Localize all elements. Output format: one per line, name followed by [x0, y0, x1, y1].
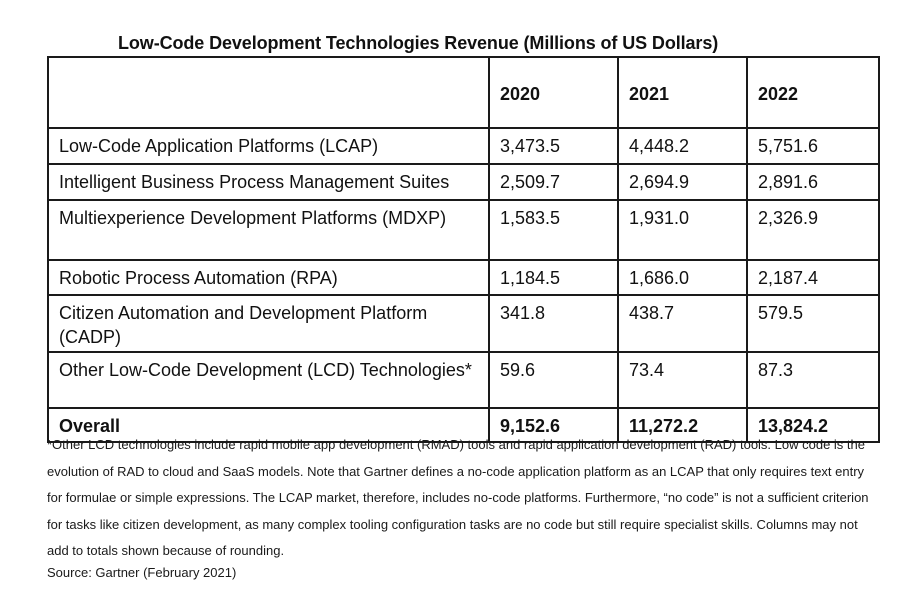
footnote: *Other LCD technologies include rapid mo…: [47, 437, 869, 558]
value-cell-2020: 1,184.5: [488, 259, 619, 296]
total-label: Overall: [47, 407, 490, 443]
value-cell-2020: 3,473.5: [488, 127, 619, 165]
value-cell-2022: 2,326.9: [746, 199, 880, 261]
value-cell-2021: 1,686.0: [617, 259, 748, 296]
table-header-row: 2020 2021 2022: [47, 56, 880, 129]
header-cell-2022: 2022: [746, 56, 880, 129]
value-cell-2020: 2,509.7: [488, 163, 619, 201]
value-cell-2021: 2,694.9: [617, 163, 748, 201]
source-note: Source: Gartner (February 2021): [47, 565, 237, 580]
row-label: Other Low-Code Development (LCD) Technol…: [47, 351, 490, 409]
table-row-other-lcd: Other Low-Code Development (LCD) Technol…: [47, 351, 880, 409]
value-cell-2021: 4,448.2: [617, 127, 748, 165]
total-cell-2022: 13,824.2: [746, 407, 880, 443]
value-cell-2022: 2,891.6: [746, 163, 880, 201]
total-cell-2020: 9,152.6: [488, 407, 619, 443]
value-cell-2021: 73.4: [617, 351, 748, 409]
value-cell-2022: 5,751.6: [746, 127, 880, 165]
value-cell-2020: 1,583.5: [488, 199, 619, 261]
value-cell-2022: 2,187.4: [746, 259, 880, 296]
table-title: Low-Code Development Technologies Revenu…: [118, 33, 719, 53]
value-cell-2020: 59.6: [488, 351, 619, 409]
table-row-cadp: Citizen Automation and Development Platf…: [47, 294, 880, 353]
total-cell-2021: 11,272.2: [617, 407, 748, 443]
table-row-lcap: Low-Code Application Platforms (LCAP) 3,…: [47, 127, 880, 165]
row-label: Citizen Automation and Development Platf…: [47, 294, 490, 353]
table-row-overall: Overall 9,152.6 11,272.2 13,824.2: [47, 407, 880, 443]
value-cell-2021: 1,931.0: [617, 199, 748, 261]
table-row-ibpms: Intelligent Business Process Management …: [47, 163, 880, 201]
revenue-table: 2020 2021 2022 Low-Code Application Plat…: [47, 56, 880, 443]
row-label: Multiexperience Development Platforms (M…: [47, 199, 490, 261]
header-cell-empty: [47, 56, 490, 129]
header-cell-2020: 2020: [488, 56, 619, 129]
value-cell-2022: 579.5: [746, 294, 880, 353]
table-row-mdxp: Multiexperience Development Platforms (M…: [47, 199, 880, 261]
header-cell-2021: 2021: [617, 56, 748, 129]
row-label: Intelligent Business Process Management …: [47, 163, 490, 201]
value-cell-2020: 341.8: [488, 294, 619, 353]
value-cell-2022: 87.3: [746, 351, 880, 409]
value-cell-2021: 438.7: [617, 294, 748, 353]
row-label: Low-Code Application Platforms (LCAP): [47, 127, 490, 165]
row-label: Robotic Process Automation (RPA): [47, 259, 490, 296]
table-row-rpa: Robotic Process Automation (RPA) 1,184.5…: [47, 259, 880, 296]
